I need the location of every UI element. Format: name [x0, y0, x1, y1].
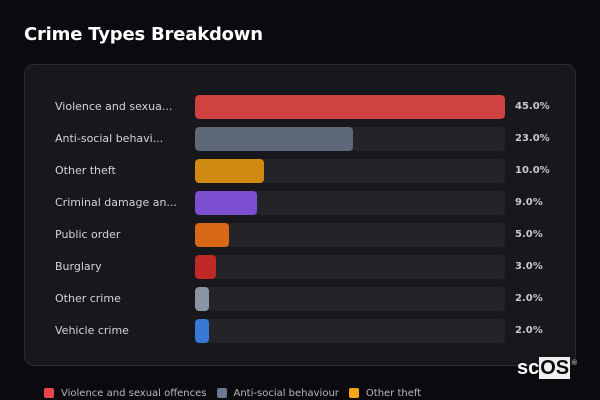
bar-label: Burglary	[55, 260, 102, 273]
bar-track	[195, 127, 505, 151]
bar-label: Other theft	[55, 164, 116, 177]
bar-row[interactable]: Criminal damage an... 9.0%	[25, 191, 577, 215]
bar-row[interactable]: Public order 5.0%	[25, 223, 577, 247]
bar-fill[interactable]	[195, 287, 209, 311]
chart-card: Violence and sexua... 45.0% Anti-social be…	[24, 64, 576, 366]
bar-value: 45.0%	[515, 101, 550, 112]
bar-value: 2.0%	[515, 293, 543, 304]
bar-fill[interactable]	[195, 191, 257, 215]
legend-label: Other theft	[365, 387, 422, 399]
bar-label: Violence and sexua...	[55, 100, 173, 113]
bar-row[interactable]: Anti-social behavi... 23.0%	[25, 127, 577, 151]
logo-suffix: OS	[539, 357, 571, 379]
scos-logo: scOS ®	[517, 357, 577, 379]
legend-swatch-icon	[348, 388, 359, 398]
bar-value: 3.0%	[515, 261, 543, 272]
bar-row[interactable]: Vehicle crime 2.0%	[25, 319, 577, 343]
bar-fill[interactable]	[195, 255, 216, 279]
chart-title: Crime Types Breakdown	[24, 24, 263, 45]
bar-track	[195, 159, 505, 183]
bar-label: Criminal damage an...	[55, 196, 177, 209]
bar-value: 5.0%	[515, 229, 543, 240]
bar-fill[interactable]	[195, 95, 505, 119]
logo-prefix: sc	[517, 357, 540, 379]
bar-value: 23.0%	[515, 133, 550, 144]
bar-value: 10.0%	[515, 165, 550, 176]
legend-label: Anti-social behaviour	[233, 387, 339, 399]
bar-track	[195, 287, 505, 311]
bar-track	[195, 319, 505, 343]
legend-swatch-icon	[44, 388, 54, 398]
bar-fill[interactable]	[195, 159, 264, 183]
bar-row[interactable]: Burglary 3.0%	[25, 255, 577, 279]
legend-item[interactable]: Other theft	[348, 387, 422, 399]
legend-swatch-icon	[216, 388, 227, 398]
bar-fill[interactable]	[195, 319, 209, 343]
legend-label: Violence and sexual offences	[61, 387, 207, 399]
bar-track	[195, 191, 505, 215]
bar-label: Other crime	[55, 292, 121, 305]
bar-value: 2.0%	[515, 325, 543, 336]
bar-fill[interactable]	[195, 223, 230, 247]
bar-row[interactable]: Other theft 10.0%	[25, 159, 577, 183]
bar-value: 9.0%	[515, 197, 543, 208]
bar-row[interactable]: Other crime 2.0%	[25, 287, 577, 311]
registered-mark: ®	[571, 360, 578, 367]
bar-track	[195, 95, 505, 119]
bar-track	[195, 223, 505, 247]
bar-fill[interactable]	[195, 127, 354, 151]
legend: Violence and sexual offences Anti-social …	[44, 386, 431, 400]
bar-row[interactable]: Violence and sexua... 45.0%	[25, 95, 577, 119]
bar-track	[195, 255, 505, 279]
bar-label: Anti-social behavi...	[55, 132, 164, 145]
legend-item[interactable]: Violence and sexual offences	[44, 388, 207, 399]
bar-label: Public order	[55, 228, 121, 241]
bar-label: Vehicle crime	[55, 324, 129, 337]
legend-item[interactable]: Anti-social behaviour	[216, 387, 339, 399]
